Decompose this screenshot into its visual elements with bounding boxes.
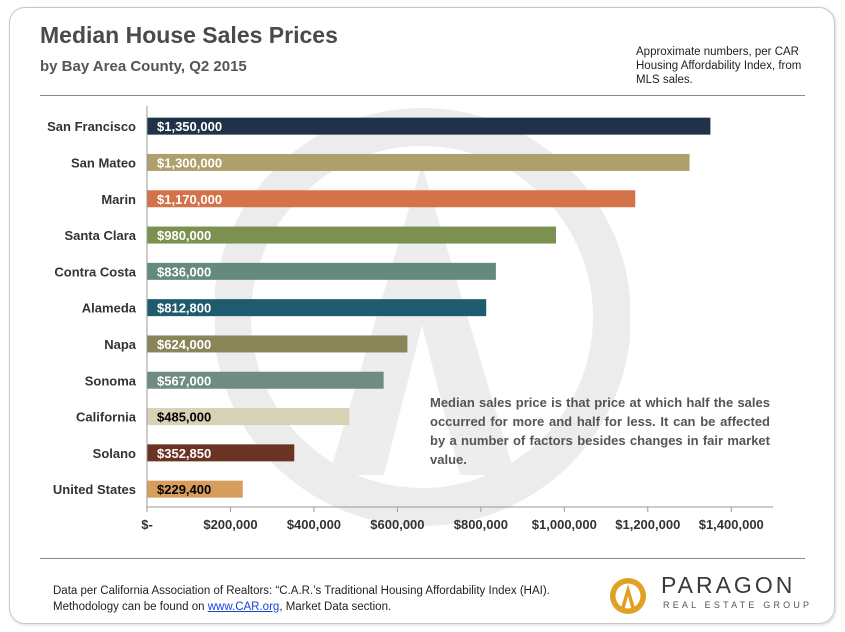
category-label-contra-costa: Contra Costa bbox=[54, 264, 136, 279]
bar-chart: San Francisco $1,350,000 San Mateo $1,300,0… bbox=[47, 106, 773, 532]
category-label-sonoma: Sonoma bbox=[85, 373, 137, 388]
bar-solano bbox=[147, 444, 295, 462]
paragon-logo-icon bbox=[610, 578, 646, 614]
top-divider bbox=[40, 95, 805, 96]
bar-alameda bbox=[147, 299, 487, 317]
footer-line-2: Methodology can be found on www.CAR.org,… bbox=[53, 599, 550, 615]
x-tick-label: $- bbox=[141, 517, 153, 532]
x-tick-label: $1,200,000 bbox=[615, 517, 680, 532]
bar-san-mateo bbox=[147, 153, 690, 171]
explanation-text: Median sales price is that price at whic… bbox=[430, 395, 770, 467]
category-label-marin: Marin bbox=[101, 192, 136, 207]
chart-subtitle: by Bay Area County, Q2 2015 bbox=[40, 58, 247, 75]
category-label-santa-clara: Santa Clara bbox=[64, 228, 136, 243]
footer-line-1: Data per California Association of Realt… bbox=[53, 585, 550, 597]
chart-title: Median House Sales Prices bbox=[40, 22, 338, 48]
x-tick-label: $200,000 bbox=[203, 517, 257, 532]
data-label-sonoma: $567,000 bbox=[157, 373, 211, 388]
x-tick-label: $1,000,000 bbox=[532, 517, 597, 532]
data-label-san-mateo: $1,300,000 bbox=[157, 155, 222, 170]
data-label-alameda: $812,800 bbox=[157, 301, 211, 316]
x-tick-label: $800,000 bbox=[454, 517, 508, 532]
bar-santa-clara bbox=[147, 226, 556, 244]
bar-united-states bbox=[147, 480, 243, 498]
category-label-united-states: United States bbox=[53, 482, 136, 497]
category-label-san-mateo: San Mateo bbox=[71, 155, 136, 170]
data-label-napa: $624,000 bbox=[157, 337, 211, 352]
category-label-solano: Solano bbox=[93, 446, 136, 461]
bar-napa bbox=[147, 335, 408, 353]
logo-tagline: REAL ESTATE GROUP bbox=[663, 600, 813, 610]
source-note: Approximate numbers, per CAR Housing Aff… bbox=[636, 46, 802, 86]
footer-citation: Data per California Association of Realt… bbox=[53, 583, 550, 615]
data-label-solano: $352,850 bbox=[157, 446, 211, 461]
bar-contra-costa bbox=[147, 262, 496, 280]
data-label-santa-clara: $980,000 bbox=[157, 228, 211, 243]
x-tick-label: $600,000 bbox=[370, 517, 424, 532]
data-label-united-states: $229,400 bbox=[157, 482, 211, 497]
data-label-marin: $1,170,000 bbox=[157, 192, 222, 207]
data-label-san-francisco: $1,350,000 bbox=[157, 119, 222, 134]
category-label-alameda: Alameda bbox=[82, 301, 137, 316]
bar-california bbox=[147, 408, 350, 426]
logo-name: PARAGON bbox=[661, 572, 796, 598]
x-tick-label: $400,000 bbox=[287, 517, 341, 532]
bar-marin bbox=[147, 190, 636, 208]
footer-line-2-suffix: , Market Data section. bbox=[279, 601, 392, 613]
car-org-link[interactable]: www.CAR.org bbox=[207, 601, 280, 613]
data-label-california: $485,000 bbox=[157, 410, 211, 425]
bar-san-francisco bbox=[147, 117, 711, 135]
category-label-california: California bbox=[76, 410, 137, 425]
category-label-san-francisco: San Francisco bbox=[47, 119, 136, 134]
data-label-contra-costa: $836,000 bbox=[157, 264, 211, 279]
footer-line-2-prefix: Methodology can be found on bbox=[53, 601, 208, 613]
bar-sonoma bbox=[147, 371, 384, 389]
x-tick-label: $1,400,000 bbox=[699, 517, 764, 532]
bottom-divider bbox=[40, 558, 805, 559]
category-label-napa: Napa bbox=[104, 337, 137, 352]
